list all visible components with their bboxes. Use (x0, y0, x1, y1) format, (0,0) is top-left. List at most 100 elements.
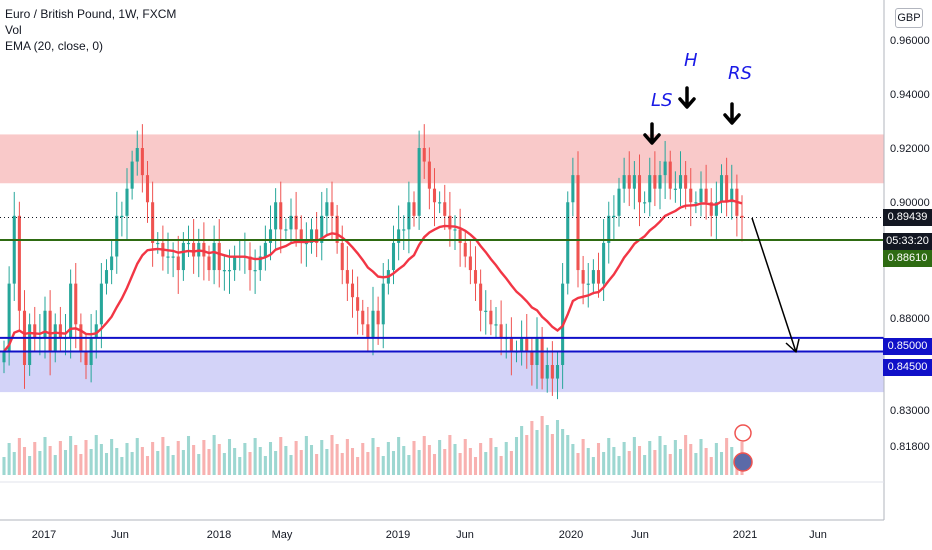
volume-bar (99, 444, 103, 475)
volume-bar (145, 456, 150, 475)
volume-bar (484, 452, 488, 475)
volume-bar (540, 416, 544, 475)
candle-body (274, 202, 278, 230)
candle (637, 154, 642, 227)
candle-body (684, 175, 688, 189)
volume-bar (243, 443, 247, 475)
candle-body (489, 310, 493, 325)
candle (612, 195, 616, 240)
candle (58, 306, 62, 352)
volume-bar (663, 445, 667, 475)
candle (668, 150, 672, 200)
volume-bar (381, 456, 385, 475)
volume-bar (222, 453, 226, 475)
volume-bar (489, 438, 493, 475)
candle (432, 168, 437, 227)
candle (709, 188, 713, 237)
candle (258, 245, 262, 281)
candle-body (499, 324, 503, 338)
volume-bar (33, 442, 37, 475)
flag-icon (733, 452, 753, 472)
volume-bar (135, 438, 139, 475)
volume-bar (89, 449, 93, 475)
candle-body (299, 229, 303, 243)
candle (84, 334, 88, 380)
candle-body (637, 175, 642, 203)
volume-bar (69, 436, 73, 475)
candle-body (115, 215, 119, 257)
volume-bar (345, 439, 349, 475)
candle (366, 306, 370, 352)
candle-body (120, 215, 124, 218)
volume-bar (596, 443, 601, 475)
candle (566, 191, 570, 295)
candle (135, 130, 139, 176)
candle (663, 140, 667, 199)
candle-body (248, 256, 252, 271)
legend-ema[interactable]: EMA (20, close, 0) (5, 39, 104, 53)
candle (658, 161, 662, 210)
candle (555, 350, 560, 400)
volume-bar (356, 457, 360, 475)
candle (268, 205, 273, 261)
volume-bar (607, 438, 611, 475)
candle-body (397, 229, 401, 243)
candle (704, 164, 708, 220)
volume-bar (207, 449, 211, 475)
volume-bar (668, 454, 672, 475)
volume-bar (294, 441, 298, 475)
volume-bar (494, 447, 498, 475)
candle (371, 286, 375, 356)
candle-body (438, 202, 442, 204)
candle (509, 317, 513, 376)
volume-bar (407, 455, 411, 475)
volume-bar (12, 452, 16, 475)
volume-bar (53, 455, 57, 475)
candle-body (166, 256, 170, 258)
price-tick-label: 0.94000 (890, 89, 930, 101)
legend-symbol[interactable]: Euro / British Pound, 1W, FXCM (5, 7, 177, 21)
candle-body (509, 337, 513, 352)
candle-body (407, 202, 411, 230)
volume-bar (212, 435, 216, 475)
candle-body (576, 175, 580, 271)
candle-body (350, 283, 355, 298)
volume-bar (63, 450, 68, 475)
candle (192, 219, 196, 274)
candle-body (391, 242, 396, 271)
volume-bar (643, 455, 647, 475)
candle-body (176, 256, 180, 271)
volume-bar (115, 448, 119, 475)
candle-body (145, 175, 150, 203)
candle-body (376, 310, 380, 325)
candle (104, 259, 109, 295)
volume-bar (376, 447, 380, 475)
candle (730, 164, 734, 220)
candle (694, 191, 698, 214)
time-tick-label: May (272, 529, 293, 541)
arrow-down-icon (643, 122, 661, 145)
candle-body (555, 365, 560, 379)
candle-body (381, 283, 385, 325)
volume-bar (248, 452, 252, 475)
legend-vol[interactable]: Vol (5, 23, 22, 37)
candle-body (458, 229, 462, 243)
candle-body (125, 188, 129, 216)
candle (222, 255, 226, 291)
volume-bar (648, 441, 652, 475)
candle-body (84, 351, 88, 365)
candle (69, 269, 73, 359)
volume-bar (79, 454, 83, 475)
candle (43, 296, 47, 359)
candle (12, 191, 16, 301)
candle-body (417, 148, 421, 216)
volume-bar (653, 450, 657, 475)
candle-body (740, 215, 744, 218)
volume-bar (402, 446, 406, 475)
candle (607, 201, 611, 264)
currency-button[interactable]: GBP (895, 8, 923, 28)
candle-body (48, 310, 52, 352)
candle (330, 181, 334, 240)
candle (233, 245, 237, 281)
